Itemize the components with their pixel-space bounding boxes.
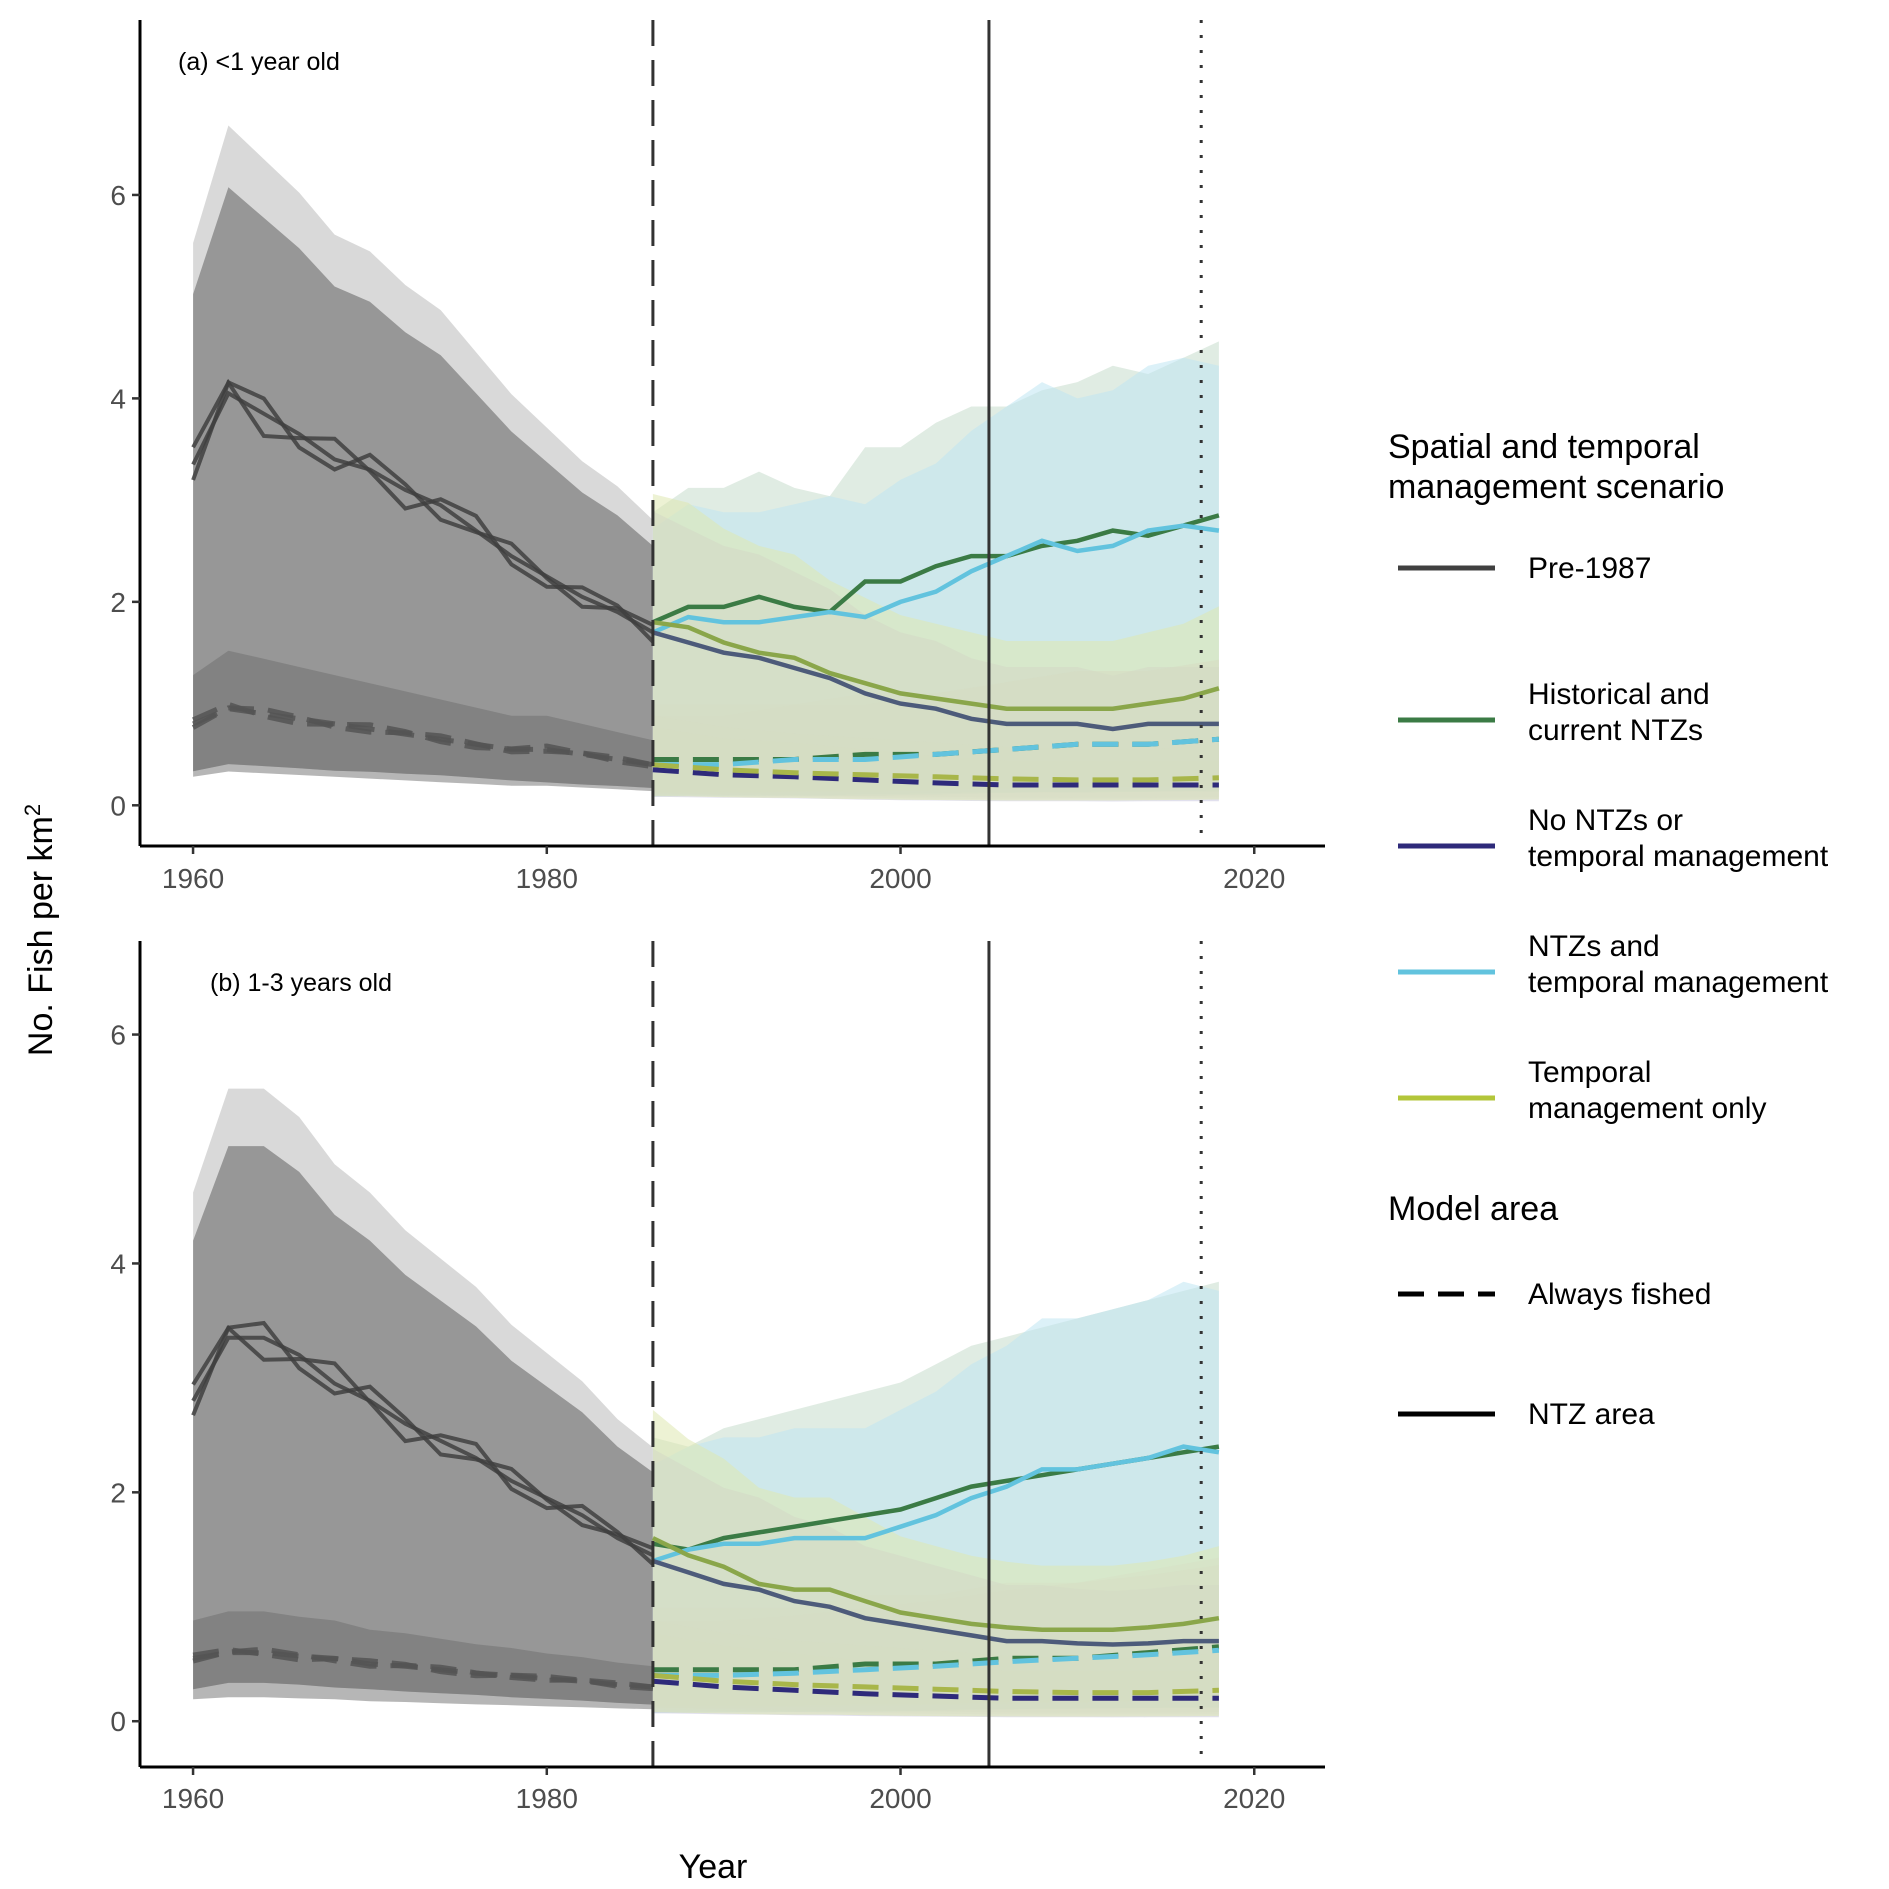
x-tick-label: 2000 — [869, 863, 931, 894]
y-tick-label: 6 — [110, 180, 126, 211]
ribbon-ntz-temporal — [652, 1409, 1219, 1717]
x-tick-label: 1980 — [516, 863, 578, 894]
line-fished-ntz_temporal — [652, 736, 1220, 768]
pre1987-fished-line-1 — [192, 706, 654, 768]
x-tick-label: 2020 — [1223, 1783, 1285, 1814]
y-axis-title-text: No. Fish per km — [22, 816, 60, 1056]
pre1987-fished-ribbon — [193, 1611, 653, 1710]
line-fished-ntz_temporal — [652, 1647, 1220, 1678]
x-tick-label: 2020 — [1223, 863, 1285, 894]
legend-label: temporal management — [1528, 840, 1829, 873]
legend: Spatial and temporal management scenario… — [1388, 428, 1829, 1431]
line-ntz-temporal — [651, 1536, 1220, 1632]
pre1987-ntz-line-1 — [191, 1335, 654, 1558]
line-fished-none — [652, 1678, 1219, 1701]
legend-area-label: NTZ area — [1528, 1398, 1655, 1431]
y-tick-label: 0 — [110, 1706, 126, 1737]
panel-label: (b) 1-3 years old — [210, 969, 392, 997]
line-ntz-ntz_temporal — [652, 523, 1220, 635]
legend-label: current NTZs — [1528, 714, 1703, 747]
y-tick-label: 2 — [110, 587, 126, 618]
pre1987-fished-line-2 — [192, 1646, 654, 1692]
line-fished-none — [652, 767, 1219, 788]
pre1987-fished-ribbon — [193, 650, 653, 792]
line-ntz-none — [652, 630, 1219, 732]
panel-a: 0 2 4 6 1960 1980 2000 2020 (a) <1 year old — [110, 20, 1325, 894]
legend-scenario-title-line2: management scenario — [1388, 468, 1724, 506]
y-tick-label: 4 — [110, 383, 126, 414]
line-ntz-ntz_temporal — [652, 1444, 1220, 1564]
x-tick-label: 2000 — [869, 1783, 931, 1814]
y-tick-label: 0 — [110, 790, 126, 821]
line-ntz-historical — [652, 513, 1220, 625]
pre1987-fished-line-3 — [191, 705, 654, 768]
line-fished-temporal — [652, 762, 1219, 783]
y-tick-label: 2 — [110, 1477, 126, 1508]
x-tick-label: 1960 — [162, 863, 224, 894]
panel-label: (a) <1 year old — [178, 48, 340, 76]
panel-b: 0 2 4 6 1960 1980 2000 2020 (b) 1-3 years old — [110, 941, 1325, 1814]
legend-scenario-title-line1: Spatial and temporal — [1388, 428, 1700, 466]
y-axis-title-superscript: 2 — [20, 804, 45, 816]
line-fished-temporal — [652, 1672, 1219, 1696]
legend-label: management only — [1528, 1092, 1766, 1125]
y-tick-label: 4 — [110, 1248, 126, 1279]
legend-label: NTZs and — [1528, 930, 1660, 963]
legend-label: Historical and — [1528, 678, 1710, 711]
legend-area-label: Always fished — [1528, 1278, 1711, 1311]
line-ntz-temporal — [652, 619, 1220, 711]
line-ntz-none — [652, 1558, 1219, 1647]
x-tick-label: 1980 — [516, 1783, 578, 1814]
pre1987-ntz-line-1 — [191, 390, 654, 635]
pre1987-ntz-line-3 — [191, 1320, 654, 1551]
legend-label: temporal management — [1528, 966, 1829, 999]
pre1987-ntz-line-3 — [191, 379, 654, 627]
legend-label: Pre-1987 — [1528, 552, 1651, 585]
legend-label: Temporal — [1528, 1056, 1651, 1089]
legend-area-title: Model area — [1388, 1190, 1558, 1228]
pre1987-ntz-ribbon — [193, 187, 653, 789]
x-tick-label: 1960 — [162, 1783, 224, 1814]
y-tick-label: 6 — [110, 1020, 126, 1051]
pre1987-fished-line-2 — [192, 701, 654, 770]
legend-label: No NTZs or — [1528, 804, 1683, 837]
y-axis-title: No. Fish per km2 — [20, 804, 60, 1056]
pre1987-ntz-ribbon — [193, 1146, 653, 1705]
x-axis-title: Year — [679, 1848, 748, 1886]
